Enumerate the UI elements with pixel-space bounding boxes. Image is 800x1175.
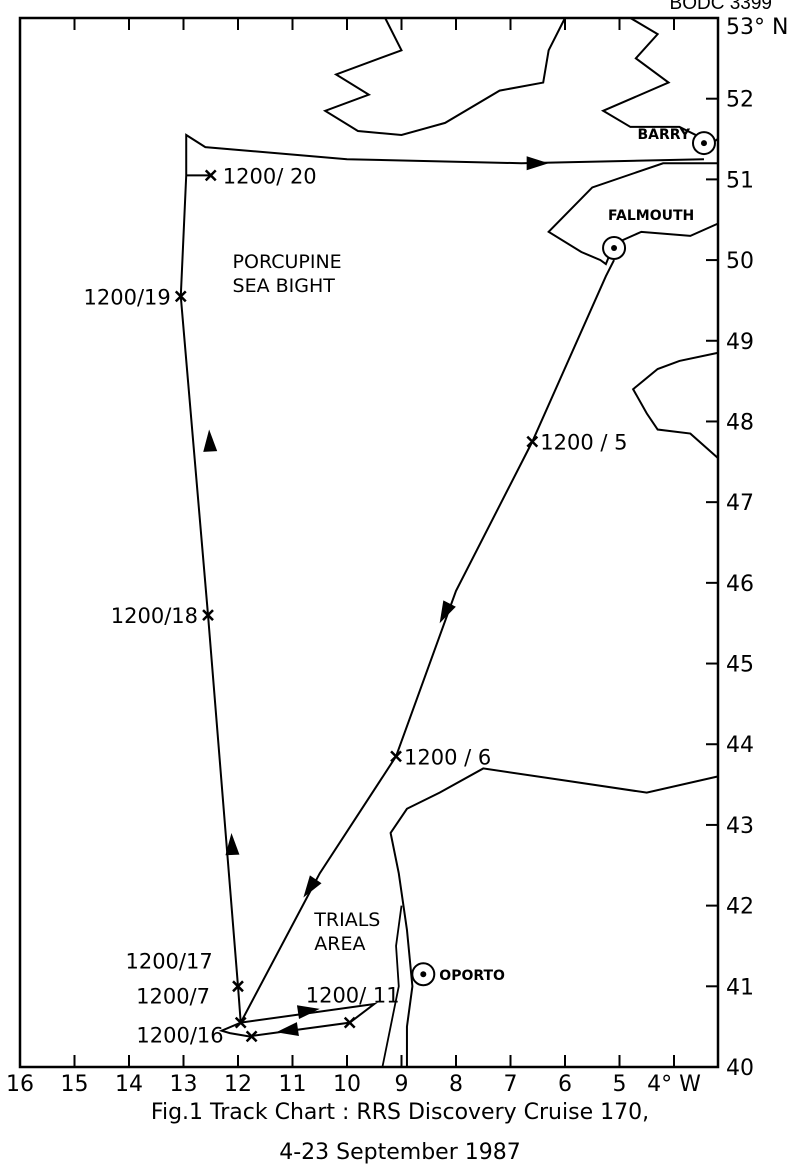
- map-frame: [18, 16, 720, 1069]
- direction-arrow-icon: [439, 600, 456, 624]
- reference-number: BODC 3399: [669, 0, 772, 14]
- lat-label: 44: [726, 733, 754, 758]
- caption-line-2: 4-23 September 1987: [279, 1140, 521, 1165]
- noon-position-label: 1200/7: [136, 984, 210, 1008]
- lat-label: 41: [726, 975, 754, 1000]
- caption-line-1: Fig.1 Track Chart : RRS Discovery Cruise…: [150, 1100, 650, 1125]
- lat-label: 52: [726, 88, 754, 113]
- ship-track: [179, 133, 704, 1038]
- noon-position-marker-icon: [204, 169, 217, 182]
- direction-arrow-icon: [296, 1005, 320, 1020]
- area-label: AREA: [314, 933, 365, 955]
- coastline-2: [547, 162, 719, 266]
- coastline-3: [631, 351, 719, 459]
- noon-position-marker-icon: [526, 435, 539, 448]
- lon-label: 8: [449, 1072, 463, 1097]
- place-label: OPORTO: [439, 968, 505, 984]
- lat-label: 50: [726, 249, 754, 274]
- noon-position-label: 1200 / 6: [404, 745, 491, 769]
- lon-label: 4° W: [647, 1072, 701, 1097]
- port-dot-icon: [611, 244, 618, 251]
- direction-arrow-icon: [203, 429, 218, 452]
- area-label: PORCUPINE: [233, 251, 342, 273]
- lon-label: 13: [170, 1072, 198, 1097]
- lon-label: 10: [333, 1072, 361, 1097]
- lon-label: 6: [558, 1072, 572, 1097]
- lat-label: 51: [726, 168, 754, 193]
- lat-label: 43: [726, 814, 754, 839]
- lon-label: 9: [395, 1072, 409, 1097]
- port-dot-icon: [420, 971, 427, 978]
- noon-position-marker-icon: [390, 750, 402, 763]
- lat-label: 49: [726, 330, 754, 355]
- coastline-0: [322, 17, 566, 137]
- noon-position-marker-icon: [234, 1016, 247, 1029]
- lat-label: 40: [726, 1056, 754, 1081]
- lon-label: 12: [224, 1072, 252, 1097]
- direction-arrow-icon: [276, 1022, 299, 1037]
- lat-label: 53° N: [726, 15, 788, 40]
- port-dot-icon: [700, 140, 707, 147]
- noon-position-marker-icon: [202, 609, 214, 622]
- noon-position-marker-icon: [343, 1016, 356, 1029]
- lat-label: 46: [726, 572, 754, 597]
- lat-label: 47: [726, 491, 754, 516]
- lon-label: 11: [279, 1072, 307, 1097]
- direction-arrow-icon: [526, 156, 549, 171]
- noon-position-label: 1200/16: [136, 1023, 223, 1047]
- lat-label: 45: [726, 653, 754, 678]
- noon-position-label: 1200/18: [111, 604, 198, 628]
- lon-label: 15: [61, 1072, 89, 1097]
- lon-label: 14: [115, 1072, 143, 1097]
- lat-label: 48: [726, 410, 754, 435]
- noon-position-label: 1200/ 20: [223, 164, 317, 188]
- area-label: SEA BIGHT: [233, 275, 336, 297]
- coastline-1: [600, 17, 719, 145]
- lat-label: 42: [726, 895, 754, 920]
- area-label: TRIALS: [313, 909, 380, 931]
- noon-position-label: 1200/ 11: [306, 984, 400, 1008]
- noon-position-marker-icon: [232, 980, 244, 993]
- noon-position-label: 1200/19: [84, 285, 171, 309]
- coastline-4: [389, 767, 718, 1067]
- place-label: BARRY: [638, 127, 691, 143]
- lon-label: 16: [6, 1072, 34, 1097]
- noon-position-marker-icon: [174, 290, 187, 303]
- noon-position-marker-icon: [245, 1030, 258, 1043]
- noon-position-label: 1200 / 5: [540, 431, 627, 455]
- lon-label: 5: [613, 1072, 627, 1097]
- lon-label: 7: [504, 1072, 518, 1097]
- track-chart-map: 40 41 42 43 44 45 46 47 48 49 50 51 52 53° N 16 15 14 13 1…: [6, 15, 788, 1097]
- direction-arrow-icon: [225, 832, 240, 856]
- place-label: FALMOUTH: [608, 208, 694, 224]
- noon-position-label: 1200/17: [125, 950, 212, 974]
- border-line: [381, 905, 403, 1068]
- direction-arrow-icon: [303, 875, 322, 898]
